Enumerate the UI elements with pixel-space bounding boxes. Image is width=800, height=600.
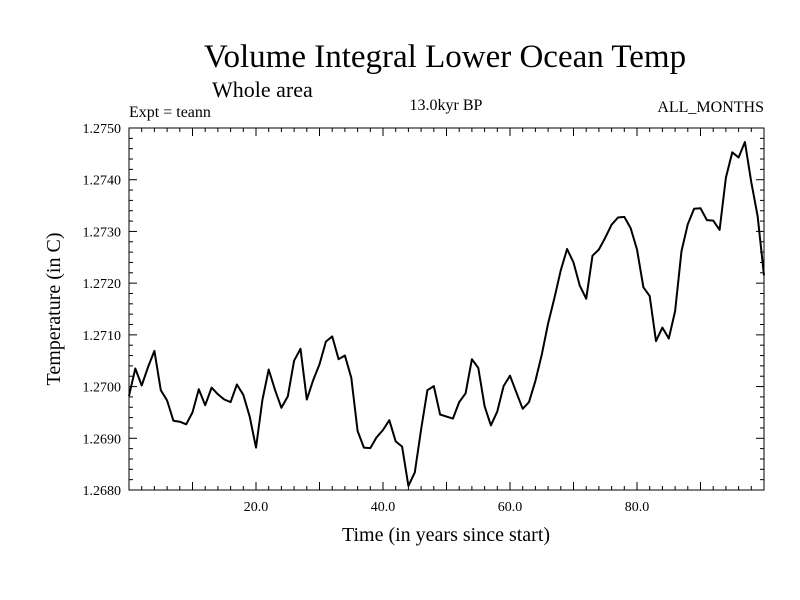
x-axis-ticks: 20.0 40.0 60.0 80.0	[141, 128, 752, 515]
x-tick-label: 20.0	[244, 500, 269, 515]
months-label: ALL_MONTHS	[657, 99, 764, 116]
y-tick-label: 1.2720	[83, 277, 122, 292]
x-tick-label: 80.0	[625, 500, 650, 515]
plot-frame	[128, 127, 765, 491]
x-tick-label: 40.0	[371, 500, 396, 515]
expt-label: Expt = teann	[129, 104, 211, 121]
x-axis-label: Time (in years since start)	[342, 524, 550, 546]
chart-subtitle: Whole area	[212, 77, 313, 102]
data-series-line	[128, 141, 765, 487]
y-tick-label: 1.2700	[83, 381, 122, 396]
y-tick-label: 1.2730	[83, 225, 122, 240]
y-axis-label: Temperature (in C)	[43, 233, 65, 386]
x-tick-label: 60.0	[498, 500, 523, 515]
y-tick-label: 1.2740	[83, 174, 122, 189]
y-tick-label: 1.2750	[83, 122, 122, 137]
chart-title: Volume Integral Lower Ocean Temp	[204, 39, 686, 75]
period-label: 13.0kyr BP	[410, 97, 483, 114]
y-tick-label: 1.2680	[83, 484, 122, 499]
y-tick-label: 1.2690	[83, 432, 122, 447]
y-axis-ticks: 1.2680 1.2690 1.2700 1.2710 1.2720 1.2730 1.27…	[83, 122, 764, 499]
y-tick-label: 1.2710	[83, 329, 122, 344]
